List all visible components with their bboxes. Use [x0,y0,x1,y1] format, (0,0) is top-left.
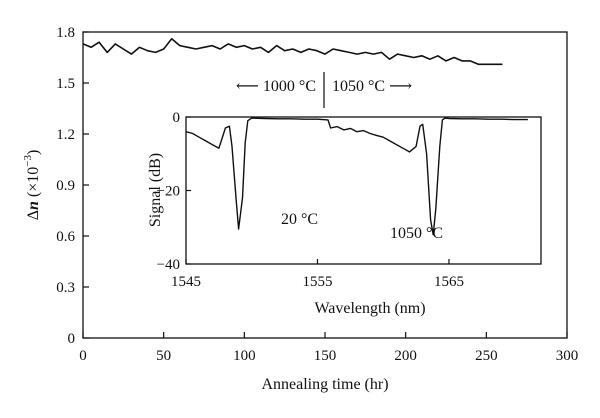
inset-y-axis-label: Signal (dB) [147,153,164,227]
main-x-tick-label: 0 [79,348,87,364]
inset-x-axis: 1545 1555 1565 [171,259,464,290]
inset-x-axis-label: Wavelength (nm) [314,300,425,317]
main-y-tick-label: 1.8 [56,25,75,41]
inset-y-axis: 0 −20 −40 [157,110,191,273]
inset-y-tick-label: −20 [157,184,180,200]
main-y-tick-label: 0.3 [56,280,75,296]
main-y-tick-label: 1.2 [56,127,75,143]
main-y-tick-label: 0.6 [56,229,75,245]
inset-chart: 1545 1555 1565 0 −20 −40 Wavelength (nm) Sig… [147,110,542,317]
main-x-tick-label: 50 [156,348,171,364]
inset-background [186,117,541,264]
annotation-1000c: ⟵ 1000 °C [236,78,316,95]
main-y-axis-label-close: ) [25,150,42,155]
main-x-tick-label: 100 [233,348,256,364]
main-x-axis: 0 50 100 150 200 250 300 [79,332,578,364]
inset-series-line [185,117,528,236]
main-y-axis-label-open: (×10 [25,167,42,201]
inset-annotation-20c: 20 °C [281,211,318,228]
main-y-tick-label: 0.9 [56,178,75,194]
main-y-axis-label-prefix: Δ [25,210,42,220]
main-x-tick-label: 200 [394,348,417,364]
main-x-axis-label: Annealing time (hr) [261,376,388,393]
annotation-1050c: 1050 °C ⟶ [332,78,412,95]
main-y-axis-label: Δn (×10−3) [22,150,42,221]
inset-annotation-1050c: 1050 °C [390,225,443,242]
main-x-tick-label: 300 [556,348,579,364]
main-y-axis-label-exp: −3 [22,155,34,167]
main-x-tick-label: 250 [475,348,498,364]
main-y-tick-label: 1.5 [56,76,75,92]
main-y-tick-label: 0 [68,331,76,347]
inset-x-tick-label: 1555 [302,274,332,290]
main-x-tick-label: 150 [314,348,337,364]
inset-x-tick-label: 1565 [434,274,464,290]
main-chart: 0 50 100 150 200 250 300 0 0.3 0.6 0.9 1.2 1.5 1.8 A… [22,25,578,393]
inset-y-tick-label: 0 [173,110,181,126]
inset-x-tick-label: 1545 [171,274,201,290]
inset-y-tick-label: −40 [157,257,180,273]
main-y-axis: 0 0.3 0.6 0.9 1.2 1.5 1.8 [56,25,89,347]
main-series-line [82,38,503,66]
main-y-axis-label-var: n [25,201,42,210]
